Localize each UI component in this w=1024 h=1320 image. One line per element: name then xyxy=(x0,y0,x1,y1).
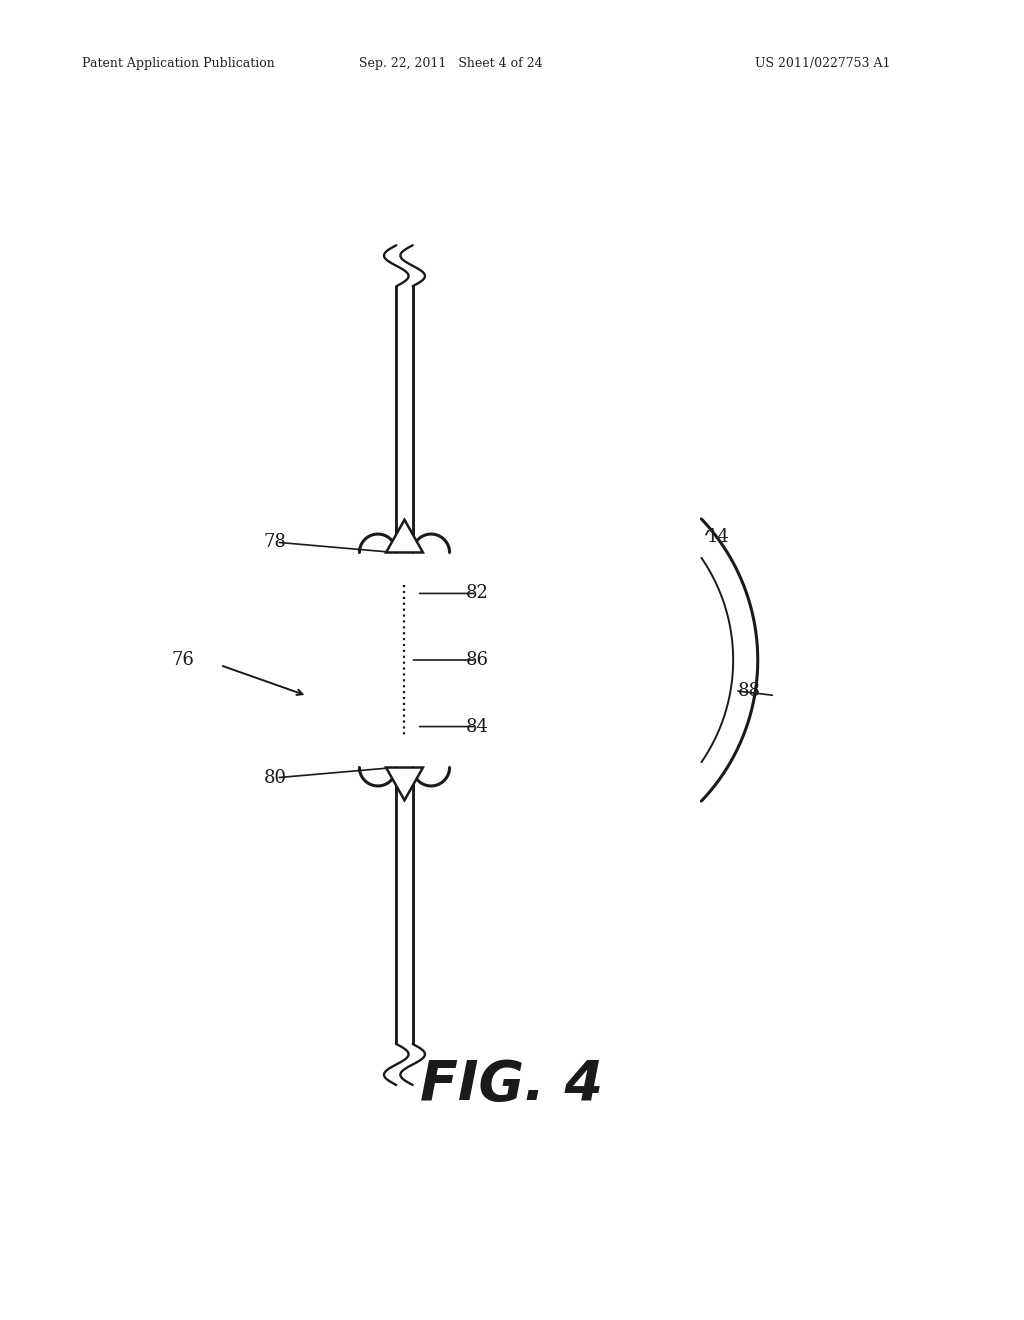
Text: Patent Application Publication: Patent Application Publication xyxy=(82,57,274,70)
Text: Sep. 22, 2011   Sheet 4 of 24: Sep. 22, 2011 Sheet 4 of 24 xyxy=(358,57,543,70)
Text: FIG. 4: FIG. 4 xyxy=(421,1057,603,1111)
Text: US 2011/0227753 A1: US 2011/0227753 A1 xyxy=(756,57,891,70)
Text: 84: 84 xyxy=(466,718,488,735)
Text: 88: 88 xyxy=(737,681,760,700)
Text: 78: 78 xyxy=(264,533,287,552)
Text: 80: 80 xyxy=(264,768,287,787)
Polygon shape xyxy=(386,767,423,800)
Text: 86: 86 xyxy=(466,651,488,669)
Text: 82: 82 xyxy=(466,585,488,602)
Text: 14: 14 xyxy=(707,528,729,546)
Text: 76: 76 xyxy=(172,651,195,669)
Polygon shape xyxy=(386,520,423,553)
